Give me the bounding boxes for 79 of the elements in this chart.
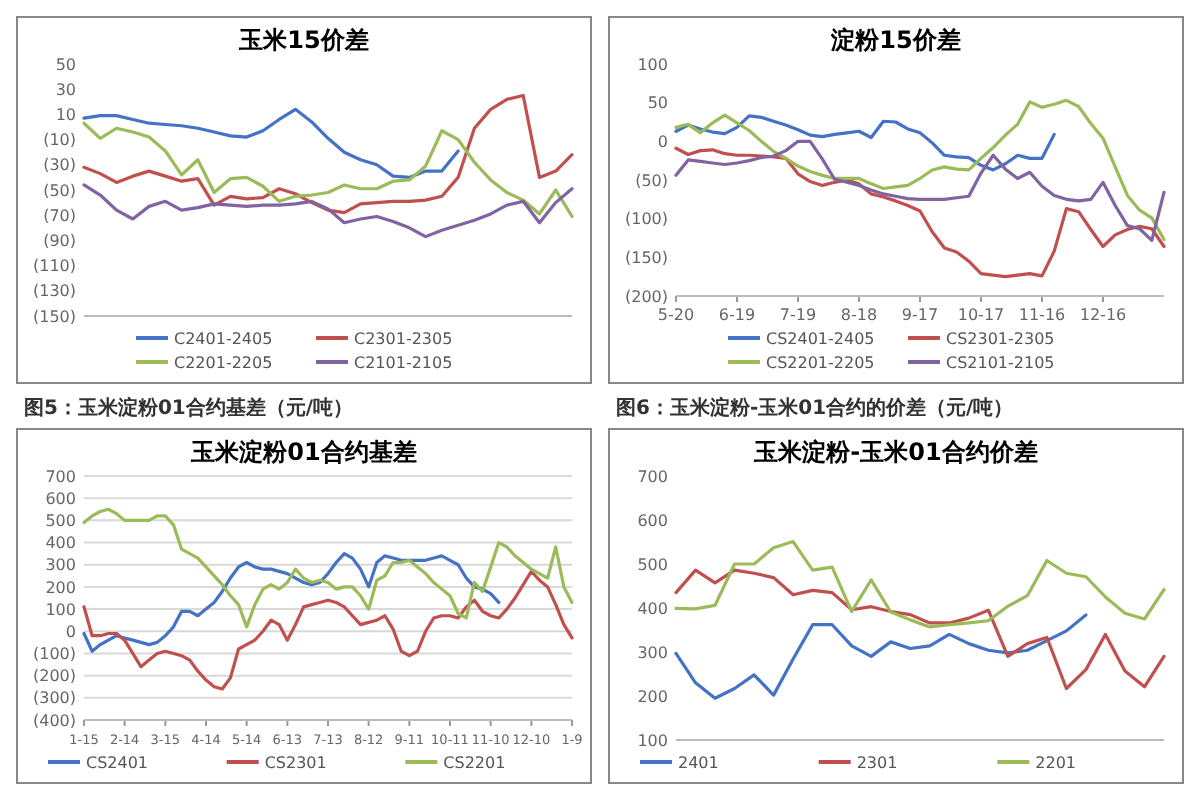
line-series	[82, 552, 501, 653]
y-tick-label: 100	[637, 731, 668, 750]
x-tick-label: 9-17	[901, 306, 939, 324]
y-tick-label: 100	[637, 55, 668, 74]
line-series	[82, 507, 574, 629]
y-tick-label: 600	[637, 511, 668, 530]
x-tick-label: 11-16	[1018, 306, 1066, 324]
legend-label: CS2401	[86, 754, 149, 772]
line-series	[82, 93, 574, 215]
y-tick-label: (200)	[624, 287, 668, 306]
y-tick-label: 200	[45, 578, 76, 597]
y-tick-label: 600	[45, 489, 76, 508]
line-series	[674, 114, 1056, 172]
y-tick-label: 300	[637, 643, 668, 662]
x-tick-label: 7-19	[779, 306, 817, 324]
legend-label: CS2401-2405	[766, 330, 875, 348]
y-tick-label: 500	[45, 511, 76, 530]
y-tick-label: (50)	[635, 171, 668, 190]
y-tick-label: (100)	[624, 210, 668, 229]
y-tick-label: (50)	[43, 181, 76, 200]
chart-title: 玉米15价差	[237, 26, 369, 54]
y-tick-label: (100)	[32, 645, 76, 664]
line-series	[674, 139, 1166, 242]
y-tick-label: (30)	[43, 156, 76, 175]
y-tick-label: 300	[45, 556, 76, 575]
line-series	[82, 183, 574, 239]
y-tick-label: 700	[637, 467, 668, 486]
chart-title: 玉米淀粉-玉米01合约价差	[752, 438, 1038, 466]
line-series	[674, 146, 1166, 279]
x-tick-label: 12-16	[1079, 306, 1127, 324]
y-tick-label: 400	[45, 534, 76, 553]
line-series	[82, 107, 460, 179]
y-tick-label: (130)	[32, 282, 76, 301]
legend-label: CS2201-2205	[766, 354, 875, 372]
y-tick-label: 10	[55, 106, 76, 124]
x-tick-label: 8-18	[840, 306, 878, 324]
y-tick-label: 0	[657, 132, 668, 151]
legend-label: 2201	[1035, 754, 1077, 772]
y-tick-label: 0	[65, 622, 76, 641]
y-tick-label: (150)	[32, 307, 76, 326]
y-tick-label: 200	[637, 687, 668, 706]
line-series	[674, 568, 1166, 691]
y-tick-label: (150)	[624, 248, 668, 267]
x-tick-label: 10-17	[957, 306, 1005, 324]
line-series	[674, 98, 1166, 242]
y-tick-label: 700	[45, 467, 76, 486]
caption: 图6：玉米淀粉-玉米01合约的价差（元/吨）	[616, 396, 1014, 420]
legend-label: CS2301	[264, 754, 327, 772]
x-tick-label: 6-19	[718, 306, 756, 324]
y-tick-label: (90)	[43, 232, 76, 250]
y-tick-label: (200)	[32, 667, 76, 686]
y-tick-label: 30	[55, 80, 76, 99]
legend-label: 2401	[678, 754, 719, 772]
legend-label: CS2201	[443, 754, 506, 772]
chart-title: 淀粉15价差	[829, 26, 961, 54]
line-series	[82, 569, 574, 691]
y-tick-label: (70)	[43, 206, 76, 225]
legend-label: CS2101-2105	[946, 354, 1055, 372]
legend-label: C2101-2105	[354, 354, 453, 372]
caption: 图5：玉米淀粉01合约基差（元/吨）	[24, 396, 354, 420]
legend-label: 2301	[856, 754, 898, 772]
y-tick-label: 50	[55, 55, 76, 74]
x-tick-label: 5-20	[657, 306, 695, 324]
line-series	[82, 121, 574, 219]
y-tick-label: (300)	[32, 689, 76, 708]
y-tick-label: 100	[45, 600, 76, 619]
line-series	[674, 613, 1088, 700]
y-tick-label: 500	[637, 555, 668, 574]
y-tick-label: (400)	[32, 711, 76, 730]
legend-label: C2301-2305	[354, 330, 453, 348]
y-tick-label: 400	[637, 599, 668, 618]
y-tick-label: (110)	[32, 257, 76, 276]
y-tick-label: (10)	[43, 131, 76, 150]
legend-label: C2401-2405	[174, 330, 273, 348]
line-series	[674, 539, 1166, 629]
chart-title: 玉米淀粉01合约基差	[189, 438, 417, 466]
legend-label: C2201-2205	[174, 354, 273, 372]
y-tick-label: 50	[647, 94, 668, 113]
legend-label: CS2301-2305	[946, 330, 1055, 348]
